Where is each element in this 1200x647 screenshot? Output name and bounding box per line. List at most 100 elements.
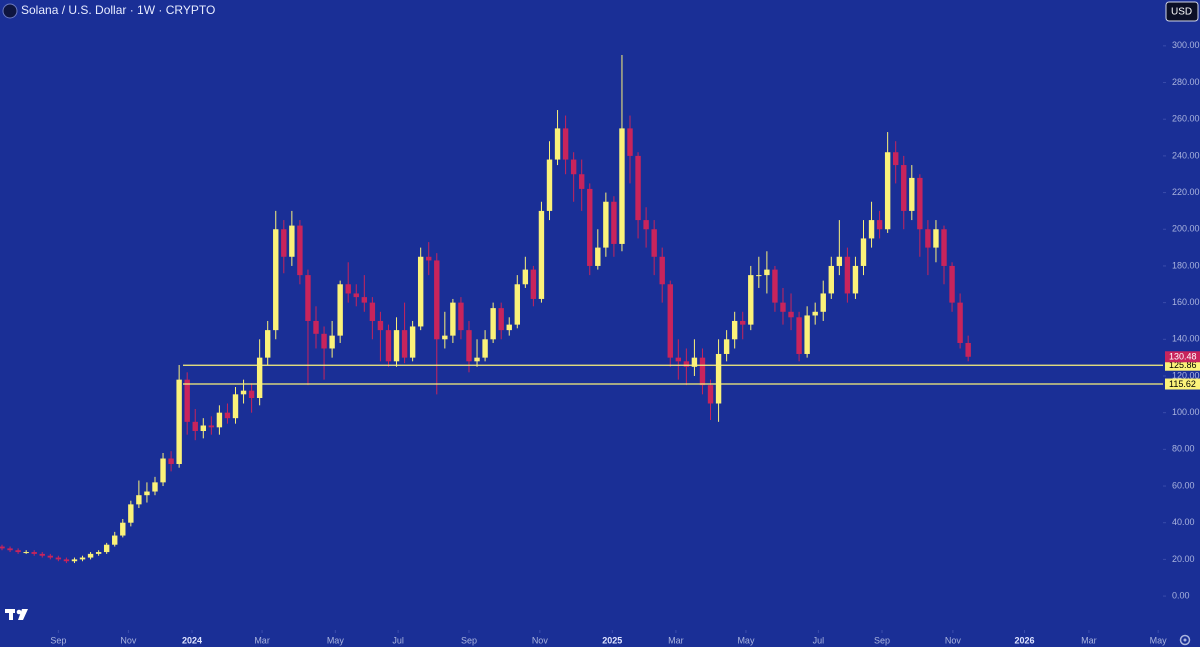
- candle-body: [450, 302, 456, 336]
- x-tick-label: 2026: [1015, 635, 1035, 645]
- candle-body: [144, 491, 150, 496]
- candle-body: [723, 339, 730, 354]
- candle-body: [128, 504, 134, 523]
- candle-body: [466, 330, 472, 362]
- candle-body: [31, 552, 37, 554]
- candle-body: [417, 256, 424, 327]
- x-tick-label: Sep: [461, 635, 477, 645]
- candle-body: [160, 458, 166, 483]
- candle-body: [570, 159, 577, 175]
- level-tag-label: 115.62: [1169, 379, 1196, 389]
- candle-body: [933, 229, 939, 248]
- candle-body: [321, 333, 327, 349]
- candle-body: [901, 165, 907, 211]
- x-tick-label: Nov: [945, 635, 962, 645]
- y-tick-label: 0.00: [1172, 590, 1190, 600]
- candle-body: [957, 302, 963, 343]
- candle-body: [554, 128, 561, 160]
- candle-body: [740, 320, 746, 325]
- candle-body: [490, 308, 496, 340]
- candle-body: [595, 247, 601, 266]
- x-tick-label: 2025: [602, 635, 622, 645]
- candle-body: [369, 302, 376, 321]
- candle-body: [546, 159, 553, 211]
- candle-body: [377, 320, 384, 331]
- candle-body: [256, 357, 263, 398]
- candle-body: [15, 550, 21, 553]
- level-tag: [1165, 359, 1200, 371]
- tradingview-logo: [5, 609, 28, 620]
- candle-body: [337, 284, 343, 336]
- candle-body: [184, 379, 190, 422]
- candle-body: [265, 330, 271, 358]
- candle-body: [530, 269, 537, 299]
- candle-body: [248, 390, 255, 398]
- candle-body: [603, 201, 609, 248]
- candle-body: [627, 128, 633, 156]
- candle-body: [675, 357, 682, 362]
- candle-body: [667, 284, 673, 358]
- y-tick-label: 260.00: [1172, 114, 1200, 124]
- y-tick-label: 20.00: [1172, 554, 1195, 564]
- last-price-label: 130.48: [1169, 352, 1197, 362]
- x-tick-label: May: [327, 635, 345, 645]
- level-tag: [1165, 378, 1200, 390]
- candle-body: [780, 302, 786, 312]
- candle-body: [941, 229, 947, 266]
- candle-body: [715, 353, 722, 404]
- candle-body: [7, 548, 13, 551]
- candle-body: [345, 284, 351, 294]
- candle-body: [884, 152, 891, 230]
- candle-body: [458, 302, 464, 331]
- x-tick-label: Nov: [532, 635, 549, 645]
- x-tick-label: May: [737, 635, 755, 645]
- candle-body: [699, 357, 706, 386]
- candle-body: [804, 315, 810, 354]
- chart-title: Solana / U.S. Dollar · 1W · CRYPTO: [21, 3, 215, 17]
- candle-body: [587, 188, 593, 266]
- candle-body: [796, 317, 802, 354]
- candle-body: [635, 155, 641, 221]
- candle-body: [55, 557, 62, 560]
- plot-area: [0, 55, 1163, 564]
- candle-body: [949, 265, 955, 303]
- candle-body: [297, 225, 303, 276]
- candle-body: [47, 555, 54, 558]
- y-tick-label: 220.00: [1172, 187, 1200, 197]
- candle-body: [876, 220, 883, 230]
- candle-body: [136, 495, 142, 505]
- candle-body: [329, 335, 335, 349]
- candle-body: [0, 546, 5, 549]
- x-tick-label: Sep: [50, 635, 66, 645]
- candle-body: [892, 152, 899, 166]
- x-tick-label: Jul: [813, 635, 825, 645]
- candle-body: [925, 229, 931, 248]
- x-tick-label: Sep: [874, 635, 890, 645]
- candle-body: [852, 265, 859, 294]
- candle-body: [39, 553, 45, 556]
- candle-body: [909, 177, 915, 211]
- y-tick-label: 100.00: [1172, 407, 1200, 417]
- candle-body: [71, 559, 78, 562]
- currency-button[interactable]: [1165, 1, 1199, 22]
- settings-icon[interactable]: [1179, 634, 1191, 646]
- candle-body: [748, 275, 754, 325]
- currency-label[interactable]: USD: [1171, 7, 1192, 18]
- candle-body: [176, 379, 182, 465]
- candle-body: [112, 535, 118, 545]
- candle-body: [95, 552, 102, 554]
- candle-body: [361, 297, 368, 303]
- candle-body: [619, 128, 625, 244]
- candle-body: [812, 311, 818, 316]
- y-tick-label: 280.00: [1172, 77, 1200, 87]
- y-tick-label: 300.00: [1172, 40, 1200, 50]
- candle-body: [393, 330, 400, 362]
- level-tag-label: 125.86: [1169, 360, 1197, 370]
- x-tick-label: Mar: [668, 635, 684, 645]
- candle-body: [224, 412, 231, 419]
- candle-body: [305, 275, 311, 321]
- candle-body: [216, 412, 223, 428]
- x-tick-label: Jul: [392, 635, 404, 645]
